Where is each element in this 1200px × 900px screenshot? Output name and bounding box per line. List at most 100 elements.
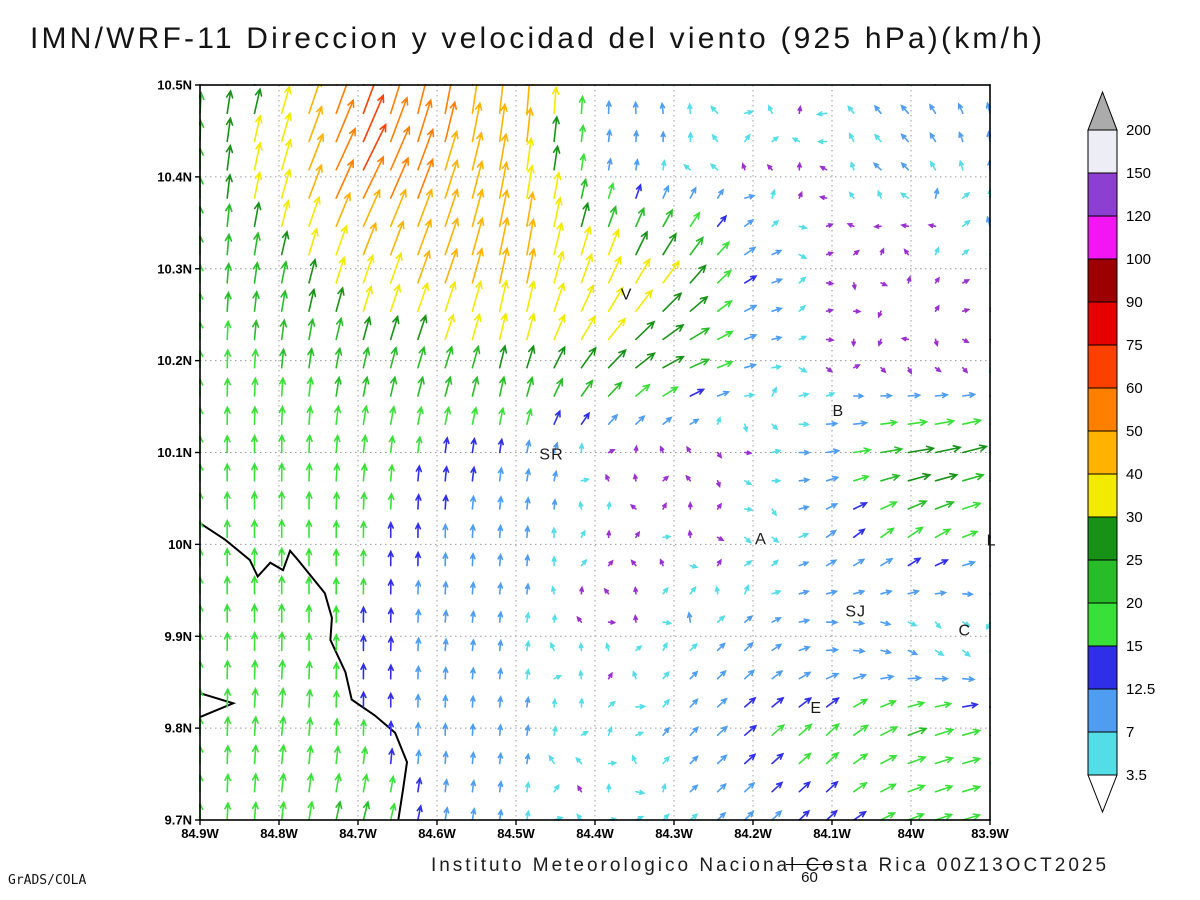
wind-arrow: [880, 783, 897, 793]
wind-arrow: [415, 636, 422, 652]
x-axis-label: 84.7W: [339, 826, 377, 841]
wind-arrow: [362, 346, 371, 369]
wind-arrow: [744, 506, 754, 512]
wind-arrow: [934, 472, 959, 482]
wind-arrow: [689, 563, 699, 569]
wind-arrow: [223, 631, 231, 652]
wind-arrow: [415, 608, 422, 623]
wind-arrow: [716, 330, 734, 341]
wind-arrow: [934, 784, 954, 793]
wind-arrow: [689, 813, 699, 821]
wind-arrow: [580, 411, 591, 425]
wind-arrow: [635, 289, 653, 312]
wind-arrow: [278, 602, 286, 623]
wind-arrow: [686, 445, 692, 454]
wind-arrow: [360, 690, 367, 708]
wind-arrow: [825, 697, 840, 708]
wind-arrow: [900, 223, 910, 229]
wind-arrow: [335, 98, 355, 143]
wind-arrow: [442, 750, 449, 765]
wind-arrow: [635, 383, 651, 397]
wind-arrow: [553, 170, 562, 199]
wind-arrow: [743, 84, 746, 86]
colorbar-segment: [1087, 473, 1118, 518]
wind-arrow: [278, 574, 286, 595]
wind-arrow: [716, 300, 733, 312]
wind-arrow: [662, 698, 670, 708]
wind-arrow: [607, 84, 610, 86]
wind-arrow: [524, 496, 531, 510]
wind-arrow: [498, 246, 510, 284]
wind-arrow: [335, 191, 351, 228]
wind-arrow: [958, 159, 964, 171]
colorbar-segment: [1087, 129, 1118, 174]
x-axis-label: 84.4W: [576, 826, 614, 841]
wind-arrow: [470, 580, 476, 595]
wind-arrow: [635, 731, 645, 737]
wind-arrow: [552, 144, 561, 171]
wind-arrow: [362, 221, 377, 256]
wind-arrow: [825, 308, 835, 314]
wind-arrow: [442, 522, 449, 539]
wind-arrow: [389, 283, 401, 312]
wind-arrow: [744, 669, 756, 680]
wind-arrow: [927, 223, 937, 229]
wind-arrow: [387, 492, 395, 510]
wind-arrow: [470, 465, 477, 482]
wind-arrow: [877, 338, 883, 347]
wind-arrow: [714, 585, 720, 595]
city-label-SJ: SJ: [845, 603, 866, 620]
wind-arrow: [442, 722, 449, 736]
wind-arrow: [962, 621, 971, 627]
wind-arrow: [497, 437, 504, 454]
wind-arrow: [689, 670, 699, 680]
wind-arrow: [360, 662, 367, 680]
wind-arrow: [389, 251, 403, 284]
wind-arrow: [278, 546, 286, 567]
wind-arrow: [389, 96, 409, 143]
wind-arrow: [962, 444, 989, 454]
city-label-L: L: [987, 533, 997, 550]
wind-arrow: [771, 386, 777, 397]
colorbar-label: 25: [1126, 552, 1143, 569]
wind-arrow: [389, 375, 398, 397]
wind-arrow: [961, 84, 964, 86]
wind-arrow: [444, 187, 459, 228]
wind-arrow: [550, 641, 555, 652]
wind-arrow: [662, 208, 674, 228]
wind-arrow: [853, 364, 861, 369]
wind-arrow: [417, 313, 428, 341]
wind-arrow: [962, 501, 982, 510]
wind-arrow: [389, 156, 409, 199]
wind-arrow: [825, 619, 839, 626]
wind-arrow: [251, 659, 259, 680]
wind-arrow: [848, 191, 855, 199]
colorbar-segment: [1087, 602, 1118, 647]
wind-arrow: [526, 136, 535, 171]
wind-arrow: [279, 318, 288, 341]
wind-arrow: [962, 813, 982, 821]
wind-arrow: [307, 800, 315, 821]
wind-arrow: [853, 673, 868, 680]
wind-arrow: [415, 464, 423, 482]
wind-arrow: [791, 137, 801, 143]
wind-arrow: [907, 755, 927, 765]
wind-arrow: [497, 695, 503, 708]
wind-arrow: [552, 697, 558, 708]
wind-arrow: [305, 490, 313, 510]
wind-arrow: [607, 255, 622, 284]
wind-arrow: [470, 609, 476, 623]
wind-arrow: [825, 337, 835, 343]
wind-arrow: [307, 772, 315, 793]
wind-arrow: [280, 198, 291, 228]
wind-arrow: [825, 589, 839, 596]
wind-arrow: [744, 304, 758, 312]
wind-arrow: [498, 279, 509, 312]
wind-arrow: [798, 304, 806, 312]
wind-arrow: [417, 249, 431, 284]
wind-arrow: [906, 84, 910, 86]
wind-arrow: [251, 772, 259, 793]
wind-arrow: [689, 211, 701, 228]
wind-arrow: [279, 772, 287, 793]
wind-arrow: [470, 694, 476, 708]
